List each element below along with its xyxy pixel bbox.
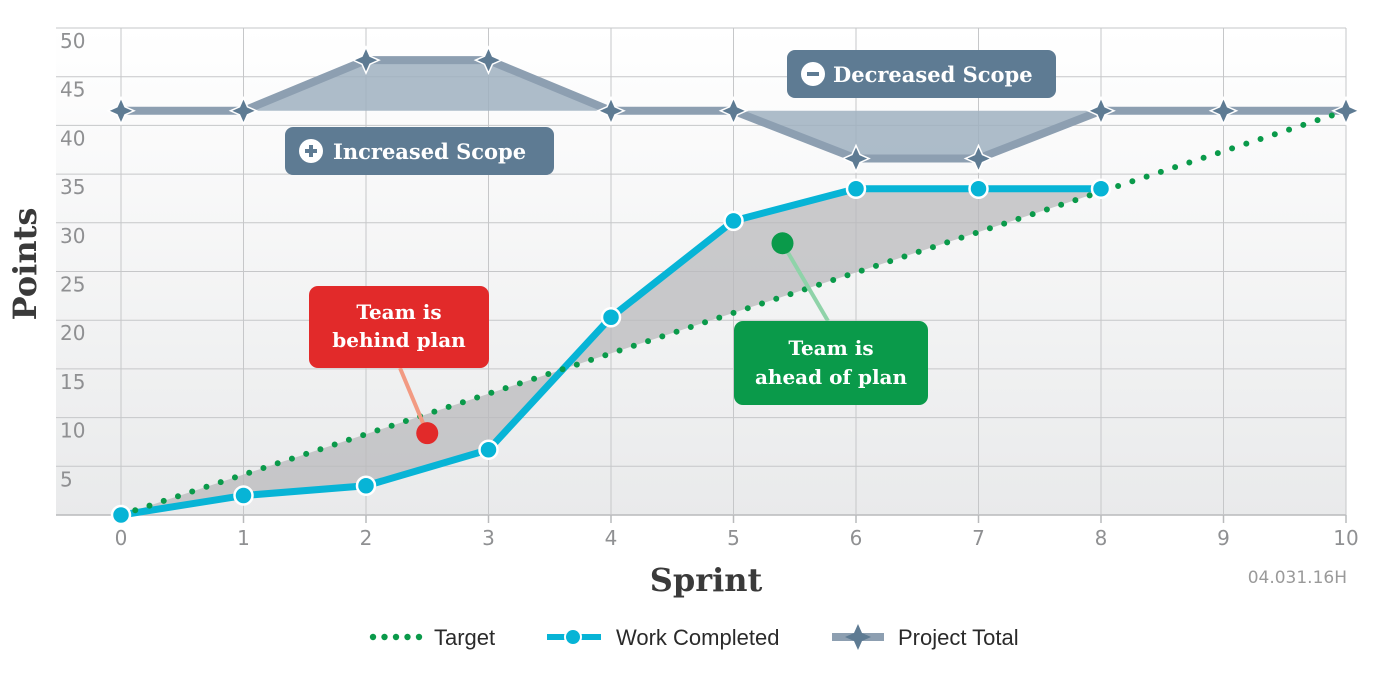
project-total-point xyxy=(106,95,136,126)
work-completed-point xyxy=(110,504,132,526)
y-tick-label: 35 xyxy=(60,175,85,199)
project-total-point xyxy=(473,45,504,75)
behind-plan-callout: Team is behind plan xyxy=(309,286,489,368)
x-tick-label: 8 xyxy=(1095,526,1108,550)
increased-scope-callout: Increased Scope xyxy=(285,127,554,175)
x-tick-label: 1 xyxy=(237,526,250,550)
annotations: Team is behind plan Team is ahead of pla… xyxy=(285,50,1056,445)
y-axis-title: Points xyxy=(6,208,44,321)
figure-code: 04.031.16H xyxy=(1248,568,1347,588)
legend-target-dot xyxy=(369,633,377,641)
y-tick-label: 10 xyxy=(60,419,85,443)
legend-target-swatch xyxy=(369,633,423,641)
y-ticks: 5 10 15 20 25 30 35 40 45 50 xyxy=(60,29,85,491)
y-tick-label: 25 xyxy=(60,273,85,297)
project-total-point xyxy=(596,95,626,126)
work-completed-point xyxy=(845,178,867,199)
y-tick-label: 45 xyxy=(60,78,85,102)
x-tick-label: 9 xyxy=(1217,526,1230,550)
behind-plan-label-line2: behind plan xyxy=(332,328,466,352)
legend-item-project-total: Project Total xyxy=(832,624,1019,650)
y-tick-label: 20 xyxy=(60,321,85,345)
work-completed-point xyxy=(1090,178,1112,199)
x-tick-label: 4 xyxy=(605,526,618,550)
legend-total-marker xyxy=(845,624,871,650)
legend-target-dot xyxy=(381,633,388,641)
x-axis-title: Sprint xyxy=(650,561,763,599)
y-tick-label: 15 xyxy=(60,370,85,394)
x-tick-label: 2 xyxy=(360,526,373,550)
legend-item-target: Target xyxy=(369,625,495,650)
legend: Target Work Completed Project Total xyxy=(369,624,1019,650)
legend-target-dot xyxy=(404,633,411,641)
x-ticks: 0 1 2 3 4 5 6 7 8 9 10 xyxy=(115,526,1359,550)
x-tick-label: 5 xyxy=(727,526,740,550)
project-total-point xyxy=(351,45,381,75)
project-total-point xyxy=(841,143,871,174)
ahead-plan-point xyxy=(771,232,794,255)
variance-area xyxy=(121,188,1101,515)
behind-plan-label-line1: Team is xyxy=(356,300,441,324)
ahead-plan-label-line2: ahead of plan xyxy=(755,365,908,389)
series-markers xyxy=(106,45,1361,526)
x-tick-label: 6 xyxy=(850,526,863,550)
decreased-scope-label: Decreased Scope xyxy=(833,62,1033,87)
work-completed-point xyxy=(233,485,254,506)
legend-total-label: Project Total xyxy=(898,625,1019,650)
behind-plan-point xyxy=(416,422,439,445)
legend-work-label: Work Completed xyxy=(616,625,779,650)
y-tick-label: 5 xyxy=(60,467,73,491)
work-completed-point xyxy=(478,439,499,460)
project-total-point xyxy=(718,95,749,126)
project-total-point xyxy=(1086,95,1116,126)
y-tick-label: 50 xyxy=(60,29,85,53)
increased-scope-label: Increased Scope xyxy=(333,139,526,164)
work-completed-point xyxy=(600,307,622,328)
x-tick-label: 0 xyxy=(115,526,128,550)
x-tick-label: 7 xyxy=(972,526,985,550)
ahead-plan-callout: Team is ahead of plan xyxy=(734,321,928,405)
project-total-point xyxy=(1208,95,1239,126)
work-completed-point xyxy=(723,210,744,232)
y-tick-label: 40 xyxy=(60,126,85,150)
project-total-point xyxy=(963,143,994,174)
ahead-plan-label-line1: Team is xyxy=(788,336,873,360)
work-completed-point xyxy=(355,475,377,497)
y-tick-label: 30 xyxy=(60,224,85,248)
behind-plan-leader xyxy=(398,367,430,434)
legend-target-dot xyxy=(415,633,423,641)
target-line xyxy=(118,107,1349,518)
legend-item-work-completed: Work Completed xyxy=(547,625,779,650)
decreased-scope-callout: Decreased Scope xyxy=(787,50,1056,98)
ahead-plan-leader xyxy=(780,242,830,323)
x-tick-label: 10 xyxy=(1333,526,1358,550)
project-total-point xyxy=(1331,95,1361,126)
project-total-point xyxy=(228,95,259,126)
work-completed-point xyxy=(968,178,989,199)
x-tick-label: 3 xyxy=(482,526,495,550)
legend-target-label: Target xyxy=(434,625,495,650)
legend-work-marker xyxy=(564,628,582,646)
legend-target-dot xyxy=(392,633,400,641)
